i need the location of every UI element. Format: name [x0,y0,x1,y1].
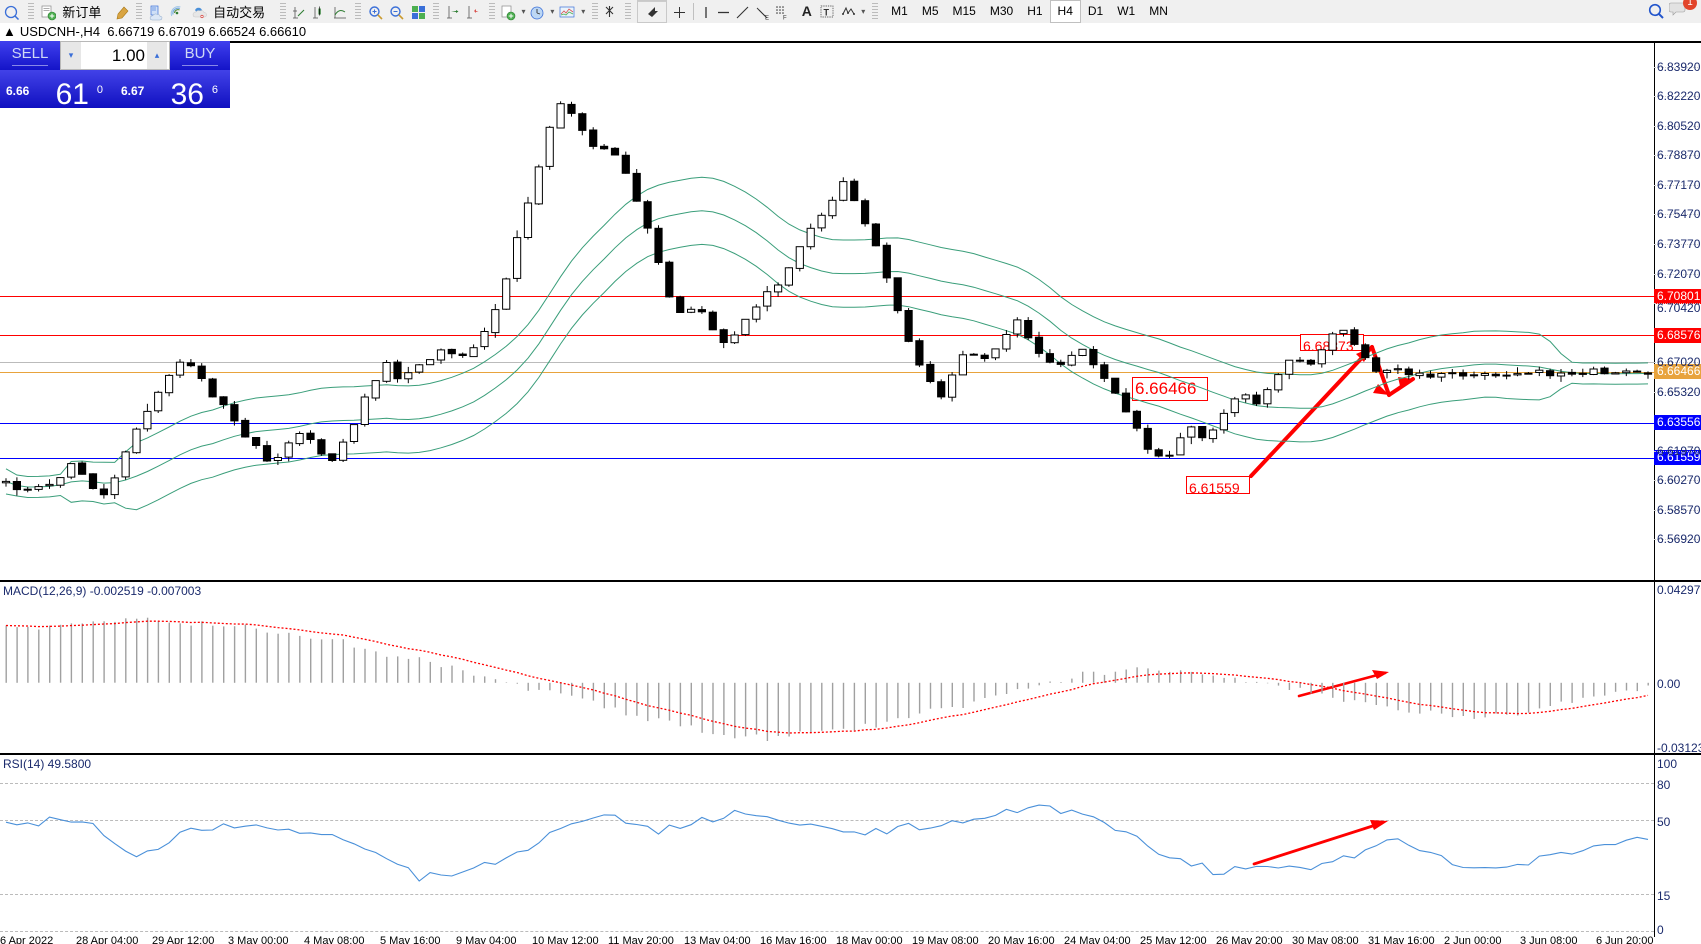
svg-text:E: E [765,16,769,22]
svg-text:F: F [783,16,787,22]
svg-text:T: T [824,8,830,18]
